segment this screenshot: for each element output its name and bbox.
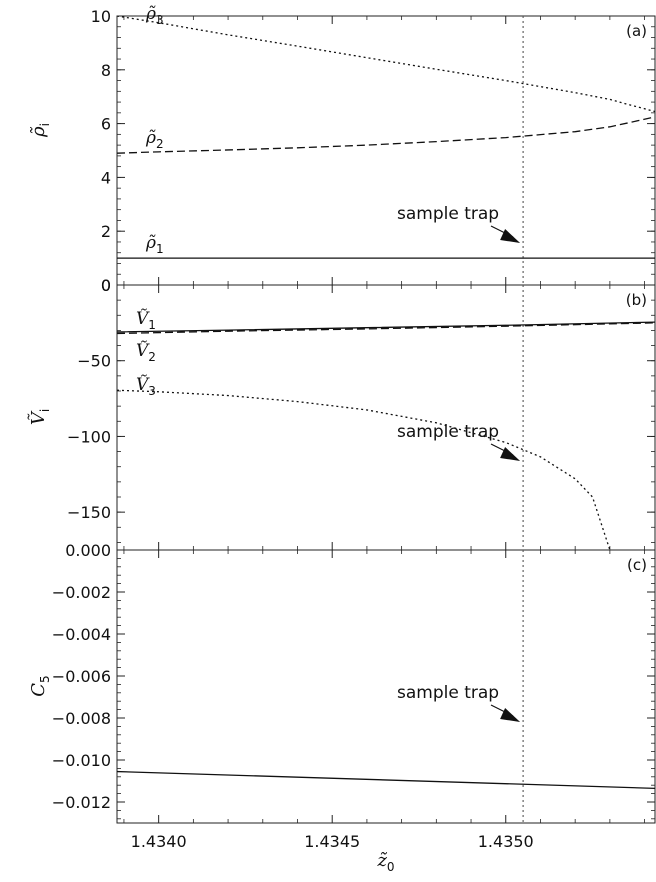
series-label: Ṽ2 <box>136 340 156 364</box>
x-tick-label: 1.4350 <box>478 832 534 851</box>
y-tick-label: −0.002 <box>52 583 111 602</box>
series-label: ρ̃2 <box>145 128 164 151</box>
panel-c: −0.012 −0.010 −0.008 −0.006 −0.004 −0.002 0.00… <box>28 541 656 824</box>
y-axis-title: C5 <box>28 675 52 696</box>
plot-frame <box>116 549 656 824</box>
panel-tag: (c) <box>627 556 647 574</box>
series-label: ρ̃3 <box>145 4 164 27</box>
sample-trap-label: sample trap <box>397 204 499 224</box>
y-tick-label: 0 <box>101 276 111 295</box>
y-tick-label: 4 <box>101 168 111 187</box>
y-tick-label: −0.012 <box>52 793 111 812</box>
panel-tag: (b) <box>626 291 647 309</box>
panel-a: 0 2 4 6 8 10 ρ̃1 ρ̃2 ρ̃3 (a) ρ̃i sample trap <box>28 4 656 295</box>
series-line-0 <box>117 770 655 789</box>
y-tick-label: −150 <box>67 503 111 522</box>
y-tick-label: −100 <box>67 427 111 446</box>
y-tick-label: 0 <box>101 276 111 295</box>
sample-trap-arrow-head <box>500 708 521 722</box>
x-axis-title: z̃0 <box>376 850 394 874</box>
sample-trap-label: sample trap <box>397 422 499 442</box>
y-tick-label: 8 <box>101 61 111 80</box>
y-tick-label: −0.008 <box>52 709 111 728</box>
y-axis-title: ρ̃i <box>28 123 52 138</box>
y-tick-label: −0.006 <box>52 667 111 686</box>
y-tick-label: 6 <box>101 115 111 134</box>
panel-b: −150 −100 −50 0 Ṽ1 Ṽ2 Ṽ3 (b) Ṽi sample trap <box>27 276 656 551</box>
series-line-3 <box>117 389 611 550</box>
y-tick-label: −0.010 <box>52 751 111 770</box>
sample-trap-label: sample trap <box>397 683 499 703</box>
series-line-1 <box>117 321 655 333</box>
y-tick-label: 0.000 <box>65 541 111 560</box>
sample-trap-arrow-head <box>500 447 521 461</box>
y-tick-label: 10 <box>91 7 111 26</box>
y-tick-label: 2 <box>101 222 111 241</box>
sample-trap-arrow-head <box>500 229 521 243</box>
y-tick-label: −50 <box>77 352 111 371</box>
series-label: ρ̃1 <box>145 233 164 256</box>
series-line-2 <box>117 322 655 335</box>
series-label: Ṽ1 <box>136 308 156 332</box>
series-label: Ṽ3 <box>136 374 156 398</box>
x-tick-label: 1.4340 <box>131 832 187 851</box>
y-tick-label: −0.004 <box>52 625 111 644</box>
series-line-2 <box>117 116 655 154</box>
y-axis-title: Ṽi <box>27 409 52 425</box>
x-tick-label: 1.4345 <box>304 832 360 851</box>
series-line-3 <box>117 16 655 113</box>
panel-tag: (a) <box>626 22 647 40</box>
plot-frame <box>116 15 656 286</box>
